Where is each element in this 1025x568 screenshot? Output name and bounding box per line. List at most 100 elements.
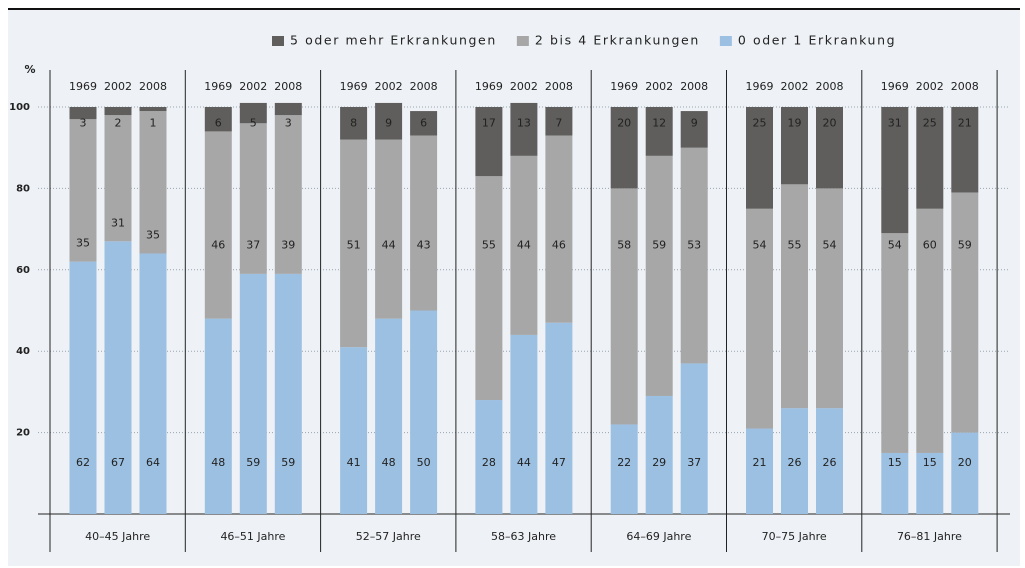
bar-segment — [916, 208, 944, 453]
value-label: 44 — [382, 238, 396, 251]
x-tick-label: 2002 — [781, 80, 809, 93]
bar-segment — [104, 107, 132, 116]
bar-segment — [610, 107, 638, 189]
bar-segment — [816, 107, 843, 189]
x-tick-label: 2002 — [916, 80, 944, 93]
legend-swatch — [516, 36, 529, 46]
bar-segment — [375, 102, 403, 140]
bar-segment — [204, 107, 232, 132]
bar-segment — [375, 318, 403, 514]
value-label: 7 — [555, 116, 562, 129]
value-label: 8 — [350, 116, 357, 129]
bar-segment — [951, 107, 979, 193]
bar-segment — [204, 318, 232, 514]
value-label: 67 — [111, 456, 125, 469]
x-tick-label: 2002 — [239, 80, 267, 93]
bar-segment — [680, 111, 708, 148]
bar-segment — [69, 261, 97, 514]
legend-label: 2 bis 4 Erkrankungen — [535, 33, 700, 48]
value-label: 22 — [617, 456, 631, 469]
bar-segment — [375, 139, 403, 319]
x-tick-label: 1969 — [69, 80, 97, 93]
value-label: 29 — [652, 456, 666, 469]
bar-segment — [410, 135, 438, 311]
bar-segment — [274, 102, 302, 116]
bar-segment — [239, 102, 267, 124]
bar-segment — [510, 102, 538, 156]
y-tick-label: 20 — [16, 428, 30, 439]
value-label: 6 — [420, 116, 427, 129]
value-label: 50 — [417, 456, 431, 469]
bar-segment — [746, 428, 773, 514]
bar-segment — [139, 111, 167, 254]
bar-segment — [69, 119, 97, 262]
bar-segment — [610, 188, 638, 425]
value-label: 3 — [285, 116, 292, 129]
bar-segment — [69, 107, 97, 120]
value-label: 59 — [246, 456, 260, 469]
bar-segment — [610, 424, 638, 514]
bar-segment — [410, 310, 438, 514]
value-label: 39 — [281, 238, 295, 251]
legend-label: 0 oder 1 Erkrankung — [738, 33, 896, 48]
y-tick-label: 80 — [16, 183, 30, 194]
value-label: 2 — [115, 116, 122, 129]
bar-segment — [545, 322, 573, 514]
x-tick-label: 2008 — [816, 80, 844, 93]
value-label: 6 — [215, 116, 222, 129]
group-label: 40–45 Jahre — [85, 530, 150, 543]
bar-segment — [916, 107, 944, 209]
x-tick-label: 1969 — [881, 80, 909, 93]
x-tick-label: 2008 — [274, 80, 302, 93]
bar-segment — [951, 192, 979, 433]
bar-segment — [340, 139, 368, 348]
value-label: 54 — [888, 238, 902, 251]
bar-segment — [881, 107, 909, 234]
value-label: 12 — [652, 116, 666, 129]
value-label: 35 — [76, 237, 90, 250]
value-label: 55 — [788, 238, 802, 251]
value-label: 9 — [691, 116, 698, 129]
bar-segment — [410, 111, 438, 136]
y-axis-label: % — [24, 63, 35, 76]
x-tick-label: 1969 — [475, 80, 503, 93]
value-label: 19 — [788, 116, 802, 129]
value-label: 59 — [652, 238, 666, 251]
x-tick-label: 2008 — [680, 80, 708, 93]
bar-segment — [139, 107, 167, 112]
x-tick-label: 2008 — [139, 80, 167, 93]
legend-swatch — [719, 36, 732, 46]
value-label: 3 — [80, 116, 87, 129]
bar-segment — [816, 408, 843, 514]
x-tick-label: 1969 — [340, 80, 368, 93]
bar-segment — [680, 363, 708, 514]
bar-segment — [239, 123, 267, 274]
value-label: 26 — [788, 456, 802, 469]
bar-segment — [139, 253, 167, 514]
value-label: 53 — [687, 238, 701, 251]
bar-segment — [510, 155, 538, 335]
bar-segment — [545, 107, 573, 136]
value-label: 60 — [923, 238, 937, 251]
group-label: 58–63 Jahre — [491, 530, 556, 543]
value-label: 37 — [687, 456, 701, 469]
value-label: 13 — [517, 116, 531, 129]
value-label: 31 — [111, 216, 125, 229]
group-label: 64–69 Jahre — [626, 530, 691, 543]
value-label: 41 — [347, 456, 361, 469]
x-tick-label: 2002 — [645, 80, 673, 93]
value-label: 44 — [517, 456, 531, 469]
bar-segment — [510, 334, 538, 514]
bar-segment — [545, 135, 573, 323]
bar-segment — [645, 107, 673, 156]
bar-segment — [781, 408, 808, 514]
x-tick-label: 2002 — [510, 80, 538, 93]
bar-segment — [274, 273, 302, 514]
y-tick-label: 40 — [16, 346, 30, 357]
x-tick-label: 1969 — [610, 80, 638, 93]
bar-segment — [475, 107, 503, 177]
x-tick-label: 2008 — [410, 80, 438, 93]
value-label: 25 — [753, 116, 767, 129]
bar-segment — [104, 241, 132, 514]
